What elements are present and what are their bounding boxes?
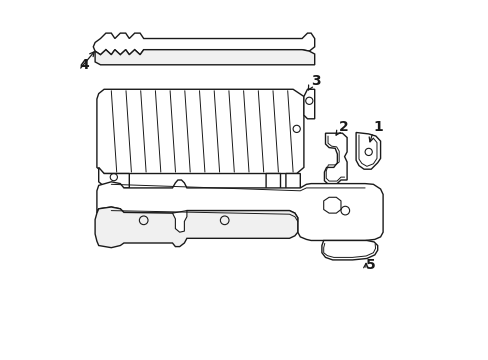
Polygon shape: [303, 89, 314, 119]
Polygon shape: [97, 89, 303, 174]
Polygon shape: [95, 50, 314, 65]
Polygon shape: [323, 197, 340, 213]
Polygon shape: [93, 33, 314, 55]
Polygon shape: [324, 133, 346, 184]
Text: 2: 2: [338, 120, 347, 134]
Polygon shape: [265, 174, 280, 196]
Polygon shape: [285, 174, 300, 198]
Text: 4: 4: [79, 58, 89, 72]
Polygon shape: [97, 180, 382, 240]
Text: 1: 1: [373, 120, 383, 134]
Polygon shape: [99, 167, 129, 188]
Text: 3: 3: [310, 74, 320, 88]
Polygon shape: [172, 211, 186, 232]
Polygon shape: [95, 207, 297, 248]
Polygon shape: [321, 240, 377, 260]
Text: 5: 5: [366, 258, 375, 271]
Polygon shape: [355, 132, 380, 169]
